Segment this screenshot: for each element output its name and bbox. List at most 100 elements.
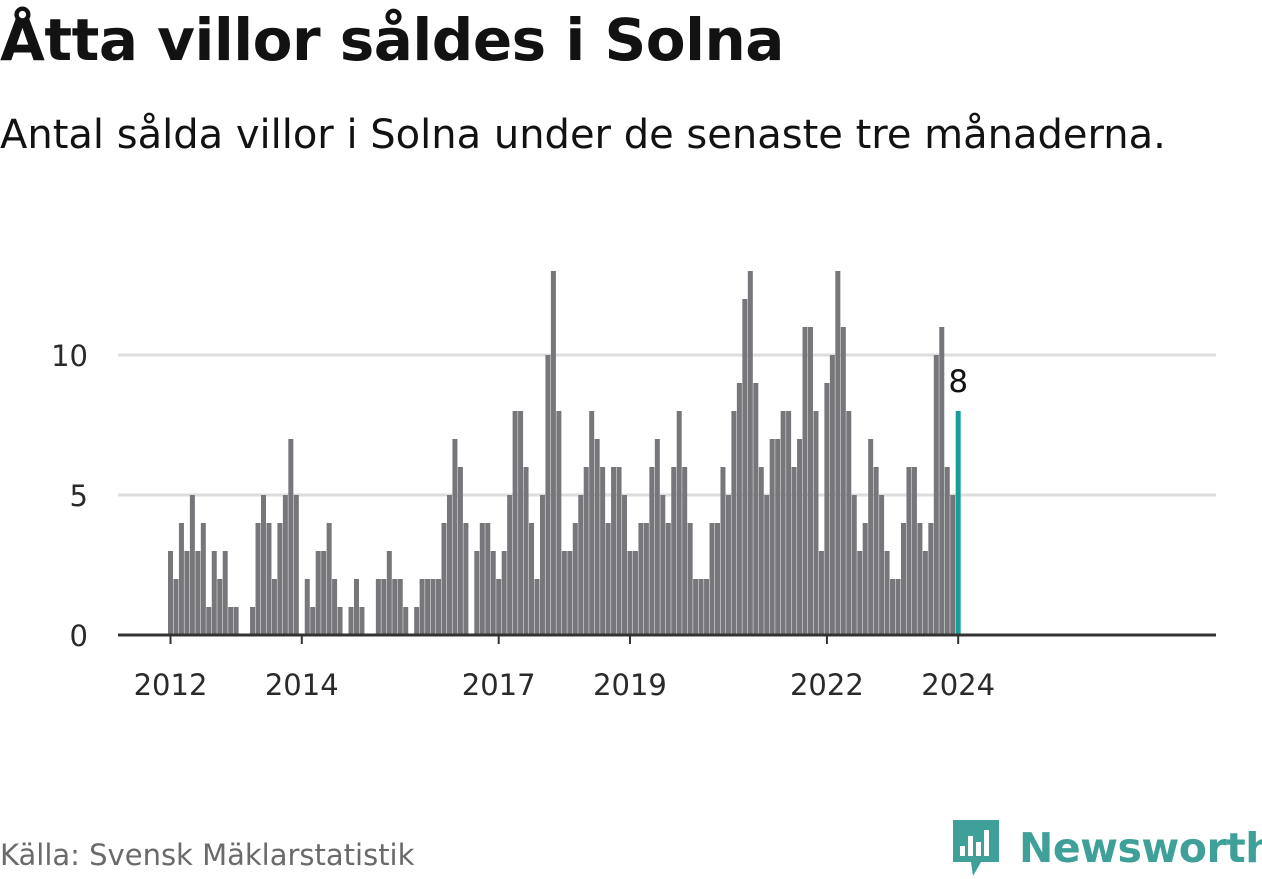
chart-subtitle: Antal sålda villor i Solna under de sena… bbox=[0, 112, 1166, 158]
bar bbox=[868, 439, 874, 635]
bar bbox=[556, 411, 562, 635]
bar bbox=[933, 355, 939, 635]
bar bbox=[687, 523, 693, 635]
bar bbox=[775, 439, 781, 635]
bar bbox=[271, 579, 277, 635]
bar bbox=[797, 439, 803, 635]
bar bbox=[818, 551, 824, 635]
x-tick-label: 2019 bbox=[593, 668, 667, 702]
bar bbox=[452, 439, 458, 635]
bar bbox=[900, 523, 906, 635]
y-tick-label: 0 bbox=[70, 619, 88, 653]
bar bbox=[386, 551, 392, 635]
bar bbox=[419, 579, 425, 635]
bar bbox=[501, 551, 507, 635]
bar bbox=[736, 383, 742, 635]
x-tick-label: 2012 bbox=[134, 668, 208, 702]
x-tick-label: 2014 bbox=[265, 668, 339, 702]
bar bbox=[567, 551, 573, 635]
bar bbox=[605, 523, 611, 635]
bar bbox=[944, 467, 950, 635]
bar bbox=[950, 495, 956, 635]
bar bbox=[758, 467, 764, 635]
bar bbox=[851, 495, 857, 635]
bar bbox=[747, 271, 753, 635]
bar bbox=[720, 467, 726, 635]
bar bbox=[189, 495, 195, 635]
bar bbox=[561, 551, 567, 635]
bar bbox=[802, 327, 808, 635]
bar bbox=[337, 607, 343, 635]
bar bbox=[769, 439, 775, 635]
bar bbox=[206, 607, 212, 635]
bar bbox=[353, 579, 359, 635]
y-tick-label: 5 bbox=[70, 479, 88, 513]
chart-title: Åtta villor såldes i Solna bbox=[0, 6, 784, 74]
y-tick-label: 10 bbox=[51, 339, 88, 373]
bar bbox=[753, 383, 759, 635]
bar bbox=[173, 579, 179, 635]
bar bbox=[260, 495, 266, 635]
bar bbox=[178, 523, 184, 635]
bar bbox=[321, 551, 327, 635]
bar bbox=[829, 355, 835, 635]
bar bbox=[840, 327, 846, 635]
bar bbox=[457, 467, 463, 635]
bar bbox=[906, 467, 912, 635]
newsworthy-logo: Newsworthy bbox=[951, 818, 1262, 878]
bar bbox=[654, 439, 660, 635]
bar bbox=[693, 579, 699, 635]
bar bbox=[425, 579, 431, 635]
bar bbox=[200, 523, 206, 635]
bar bbox=[627, 551, 633, 635]
bar bbox=[255, 523, 261, 635]
bar bbox=[572, 523, 578, 635]
bar bbox=[780, 411, 786, 635]
bar bbox=[813, 411, 819, 635]
bar bbox=[583, 467, 589, 635]
bar bbox=[168, 551, 173, 635]
bar bbox=[862, 523, 868, 635]
bar bbox=[233, 607, 239, 635]
bar bbox=[359, 607, 365, 635]
bar bbox=[638, 523, 644, 635]
bar bbox=[315, 551, 321, 635]
bar bbox=[884, 551, 890, 635]
bar bbox=[381, 579, 387, 635]
bar bbox=[594, 439, 600, 635]
bar bbox=[578, 495, 584, 635]
bar bbox=[436, 579, 442, 635]
bar bbox=[293, 495, 299, 635]
bar bbox=[277, 523, 283, 635]
newsworthy-chart-icon bbox=[953, 820, 999, 876]
x-tick-label: 2017 bbox=[462, 668, 536, 702]
bar bbox=[403, 607, 409, 635]
bar bbox=[250, 607, 256, 635]
bar bbox=[890, 579, 896, 635]
bar bbox=[326, 523, 332, 635]
bar bbox=[392, 579, 398, 635]
bar bbox=[824, 383, 830, 635]
bar bbox=[430, 579, 436, 635]
bar bbox=[288, 439, 294, 635]
bar bbox=[332, 579, 338, 635]
bar bbox=[676, 411, 682, 635]
bar bbox=[217, 579, 223, 635]
bar bbox=[622, 495, 628, 635]
bar bbox=[709, 523, 715, 635]
bar bbox=[184, 551, 190, 635]
bar bbox=[507, 495, 513, 635]
bar bbox=[715, 523, 720, 635]
brand-name: Newsworthy bbox=[1019, 824, 1262, 872]
bar bbox=[616, 467, 622, 635]
bar bbox=[375, 579, 381, 635]
bar bbox=[589, 411, 595, 635]
bar bbox=[496, 579, 502, 635]
bar bbox=[600, 467, 606, 635]
bar bbox=[879, 495, 885, 635]
bar bbox=[704, 579, 710, 635]
bar bbox=[539, 495, 545, 635]
bar bbox=[857, 551, 863, 635]
bar bbox=[846, 411, 852, 635]
bar bbox=[474, 551, 480, 635]
